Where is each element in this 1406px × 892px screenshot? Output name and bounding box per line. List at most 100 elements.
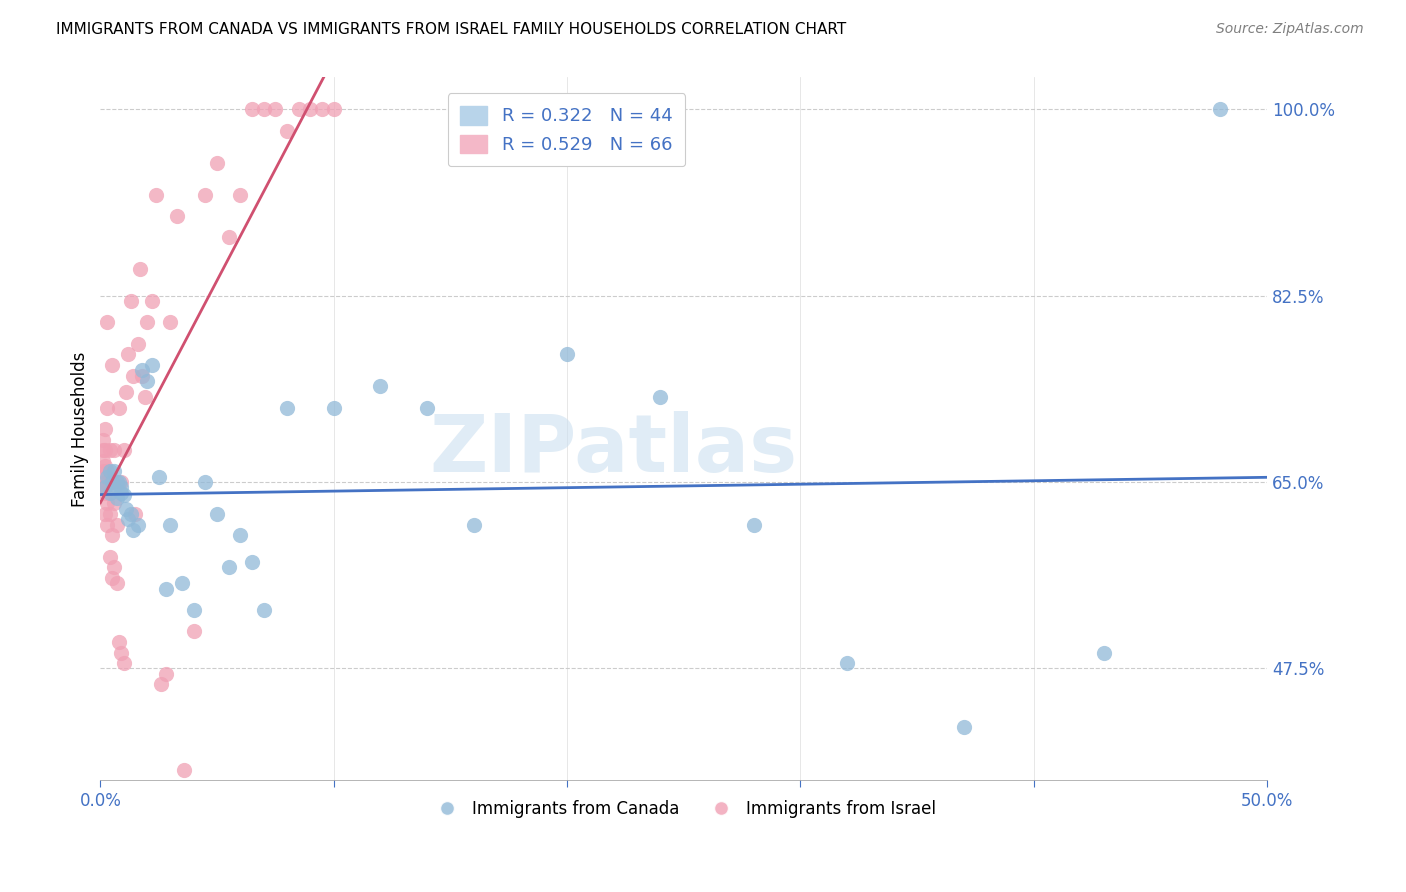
Point — [120, 507, 142, 521]
Point — [101, 475, 124, 489]
Point — [101, 475, 124, 489]
Legend: Immigrants from Canada, Immigrants from Israel: Immigrants from Canada, Immigrants from … — [425, 793, 943, 825]
Point — [127, 336, 149, 351]
Point — [170, 576, 193, 591]
Point — [101, 528, 124, 542]
Point — [148, 470, 170, 484]
Point — [145, 187, 167, 202]
Point — [416, 401, 439, 415]
Point — [240, 103, 263, 117]
Point — [159, 517, 181, 532]
Point — [96, 315, 118, 329]
Point — [98, 443, 121, 458]
Point — [122, 523, 145, 537]
Point — [110, 480, 132, 494]
Point — [218, 560, 240, 574]
Point — [105, 576, 128, 591]
Point — [110, 485, 132, 500]
Point — [240, 555, 263, 569]
Point — [205, 155, 228, 169]
Point — [105, 517, 128, 532]
Point — [105, 475, 128, 489]
Point — [117, 347, 139, 361]
Point — [94, 507, 117, 521]
Point — [150, 677, 173, 691]
Point — [94, 485, 117, 500]
Point — [166, 209, 188, 223]
Point — [127, 517, 149, 532]
Point — [141, 294, 163, 309]
Point — [98, 485, 121, 500]
Point — [91, 443, 114, 458]
Point — [96, 401, 118, 415]
Point — [264, 103, 287, 117]
Point — [183, 624, 205, 639]
Point — [94, 459, 117, 474]
Point — [131, 368, 153, 383]
Point — [650, 390, 672, 404]
Point — [122, 368, 145, 383]
Point — [103, 443, 125, 458]
Point — [98, 507, 121, 521]
Point — [91, 454, 114, 468]
Point — [108, 635, 131, 649]
Point — [155, 666, 177, 681]
Point — [94, 422, 117, 436]
Point — [96, 470, 118, 484]
Point — [115, 501, 138, 516]
Point — [129, 262, 152, 277]
Point — [229, 528, 252, 542]
Point — [110, 475, 132, 489]
Point — [218, 230, 240, 244]
Point — [112, 443, 135, 458]
Point — [94, 480, 117, 494]
Text: IMMIGRANTS FROM CANADA VS IMMIGRANTS FROM ISRAEL FAMILY HOUSEHOLDS CORRELATION C: IMMIGRANTS FROM CANADA VS IMMIGRANTS FRO… — [56, 22, 846, 37]
Point — [112, 656, 135, 670]
Point — [194, 475, 217, 489]
Point — [136, 315, 159, 329]
Point — [276, 401, 298, 415]
Y-axis label: Family Households: Family Households — [72, 351, 89, 507]
Point — [183, 603, 205, 617]
Point — [205, 507, 228, 521]
Point — [253, 103, 276, 117]
Point — [94, 443, 117, 458]
Point — [91, 465, 114, 479]
Point — [117, 512, 139, 526]
Point — [98, 475, 121, 489]
Point — [103, 560, 125, 574]
Point — [103, 480, 125, 494]
Point — [463, 517, 485, 532]
Point — [120, 294, 142, 309]
Text: ZIPatlas: ZIPatlas — [429, 411, 797, 489]
Point — [952, 720, 974, 734]
Point — [173, 763, 195, 777]
Point — [155, 582, 177, 596]
Point — [1092, 646, 1115, 660]
Point — [110, 646, 132, 660]
Point — [229, 187, 252, 202]
Point — [742, 517, 765, 532]
Point — [112, 488, 135, 502]
Point — [136, 374, 159, 388]
Point — [96, 517, 118, 532]
Point — [94, 475, 117, 489]
Point — [91, 433, 114, 447]
Text: Source: ZipAtlas.com: Source: ZipAtlas.com — [1216, 22, 1364, 37]
Point — [322, 103, 344, 117]
Point — [253, 603, 276, 617]
Point — [108, 401, 131, 415]
Point — [96, 475, 118, 489]
Point — [131, 363, 153, 377]
Point — [101, 358, 124, 372]
Point — [134, 390, 156, 404]
Point — [98, 465, 121, 479]
Point — [159, 315, 181, 329]
Point — [96, 496, 118, 510]
Point — [108, 475, 131, 489]
Point — [322, 401, 344, 415]
Point — [101, 571, 124, 585]
Point — [299, 103, 322, 117]
Point — [1209, 103, 1232, 117]
Point — [91, 480, 114, 494]
